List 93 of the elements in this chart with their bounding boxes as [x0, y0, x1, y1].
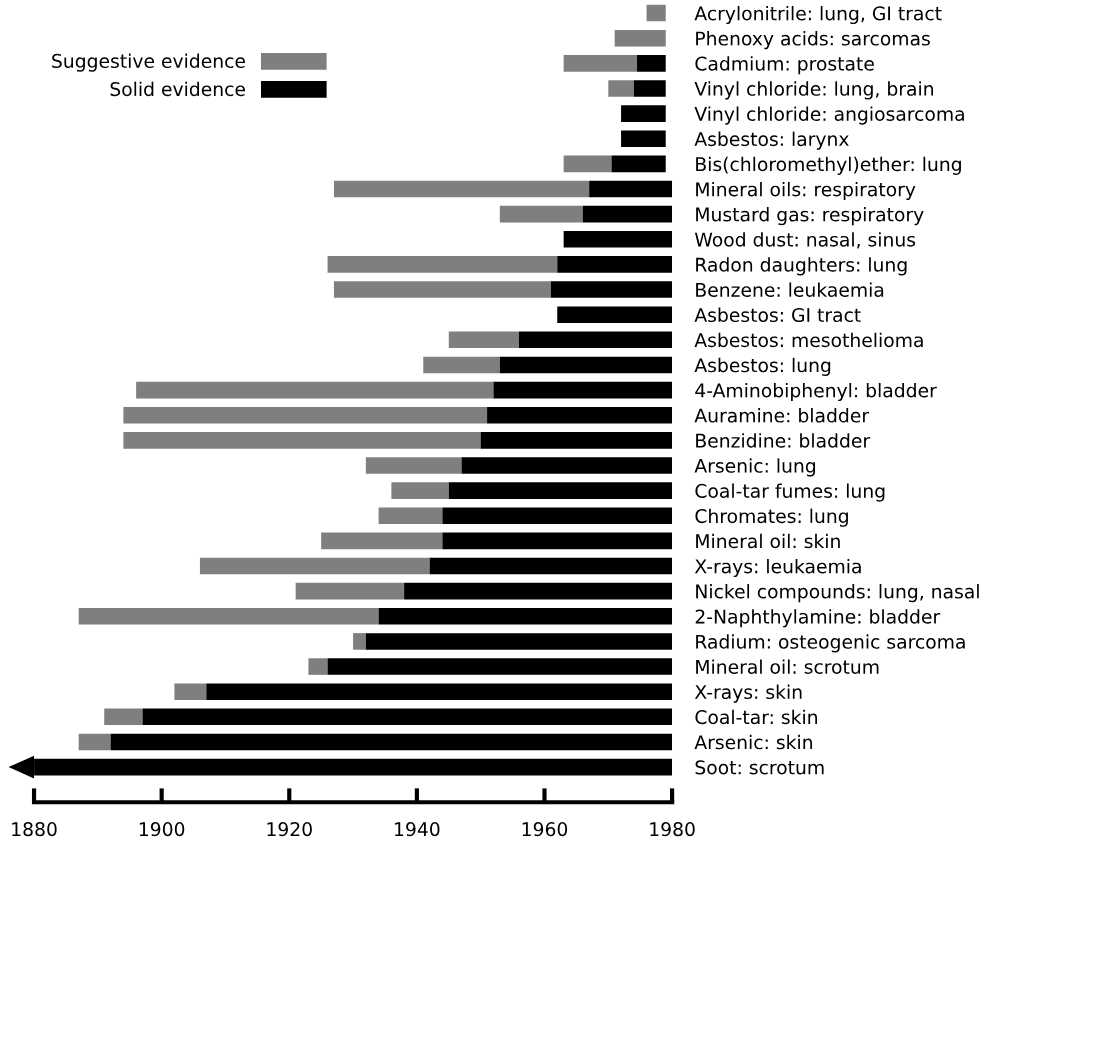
bar — [499, 205, 583, 223]
bar — [142, 708, 673, 726]
legend-label: Solid evidence — [110, 81, 245, 97]
y-tick-label: Coal-tar fumes: lung — [695, 483, 885, 502]
y-tick-label: Asbestos: lung — [694, 357, 831, 376]
bar — [563, 55, 638, 72]
bar — [206, 683, 673, 700]
bar — [136, 381, 494, 399]
y-tick-label: Wood dust: nasal, sinus — [694, 232, 916, 249]
bar — [378, 608, 673, 625]
bar — [365, 633, 673, 650]
y-tick-label: Coal-tar: skin — [695, 709, 817, 725]
bar — [637, 55, 666, 72]
y-tick-label: Mineral oils: respiratory — [696, 181, 916, 201]
bar — [123, 432, 481, 449]
bar — [646, 4, 666, 22]
y-tick-label: Benzene: leukaemia — [696, 282, 884, 297]
bar — [327, 256, 558, 273]
bar — [487, 406, 673, 424]
legend-label: Suggestive evidence — [52, 53, 245, 72]
y-tick-label: Cadmium: prostate — [695, 56, 874, 75]
bar — [110, 733, 673, 751]
bar — [78, 733, 111, 751]
bar — [174, 683, 207, 700]
bar — [442, 507, 673, 525]
x-tick-label: 1880 — [12, 822, 57, 837]
bar — [423, 356, 500, 374]
y-tick-label: Benzidine: bladder — [696, 433, 871, 448]
x-tick-label: 1900 — [139, 822, 185, 837]
bar — [557, 306, 673, 323]
bar — [589, 180, 673, 198]
bar — [429, 557, 673, 575]
bar — [633, 80, 666, 97]
bar — [480, 432, 673, 449]
bar — [199, 557, 430, 575]
y-tick-label: Vinyl chloride: lung, brain — [694, 81, 933, 100]
bar — [550, 281, 673, 298]
bar — [621, 130, 666, 148]
bar — [308, 658, 328, 675]
y-tick-label: Asbestos: larynx — [694, 131, 849, 150]
y-tick-label: 2-Naphthylamine: bladder — [695, 609, 941, 628]
y-tick-label: Phenoxy acids: sarcomas — [696, 31, 930, 50]
bar — [442, 532, 673, 550]
bar — [518, 331, 673, 349]
y-tick-label: Acrylonitrile: lung, GI tract — [694, 5, 942, 25]
y-tick-label: X-rays: leukaemia — [694, 558, 861, 578]
y-tick-label: Arsenic: lung — [694, 458, 816, 477]
bar — [333, 281, 551, 298]
y-tick-label: Mineral oil: skin — [696, 533, 840, 549]
y-tick-label: Mineral oil: scrotum — [696, 659, 879, 674]
bar — [499, 356, 673, 374]
bar — [582, 205, 673, 223]
bar — [621, 105, 666, 122]
bar — [365, 457, 462, 474]
bar — [563, 230, 673, 248]
y-tick-label: X-rays: skin — [694, 684, 802, 703]
bar — [327, 658, 673, 675]
bar — [461, 457, 673, 474]
bar — [321, 532, 443, 550]
y-tick-label: Vinyl chloride: angiosarcoma — [694, 106, 964, 125]
bar — [378, 507, 443, 525]
bar — [333, 180, 590, 198]
bar — [404, 582, 673, 600]
bar — [295, 582, 405, 600]
y-tick-label: Chromates: lung — [695, 508, 848, 527]
x-tick-label: 1940 — [395, 822, 440, 837]
x-tick-label: 1960 — [522, 822, 568, 837]
y-tick-label: Soot: scrotum — [695, 760, 824, 775]
bar — [611, 155, 666, 173]
x-tick-label: 1920 — [267, 822, 312, 837]
bar — [104, 708, 143, 726]
y-tick-label: Bis(chloromethyl)ether: lung — [696, 156, 961, 175]
bar — [608, 80, 634, 97]
y-tick-label: Asbestos: mesothelioma — [694, 332, 923, 348]
x-tick-label: 1980 — [650, 822, 695, 837]
y-tick-label: Asbestos: GI tract — [694, 307, 861, 323]
bar — [614, 29, 666, 47]
bar — [123, 406, 488, 424]
y-tick-label: Arsenic: skin — [694, 734, 812, 750]
y-tick-label: Radon daughters: lung — [696, 257, 907, 276]
bar — [391, 482, 449, 499]
bar — [78, 608, 379, 625]
bar — [448, 482, 673, 499]
bar — [448, 331, 519, 349]
y-tick-label: Radium: osteogenic sarcoma — [696, 634, 965, 653]
bar — [557, 256, 673, 273]
y-tick-label: Nickel compounds: lung, nasal — [696, 584, 979, 603]
y-tick-label: Auramine: bladder — [694, 408, 870, 423]
y-tick-label: Mustard gas: respiratory — [696, 207, 924, 226]
bar — [493, 381, 673, 399]
y-tick-label: 4-Aminobiphenyl: bladder — [695, 382, 937, 402]
bar — [563, 155, 612, 173]
bar — [353, 633, 366, 650]
